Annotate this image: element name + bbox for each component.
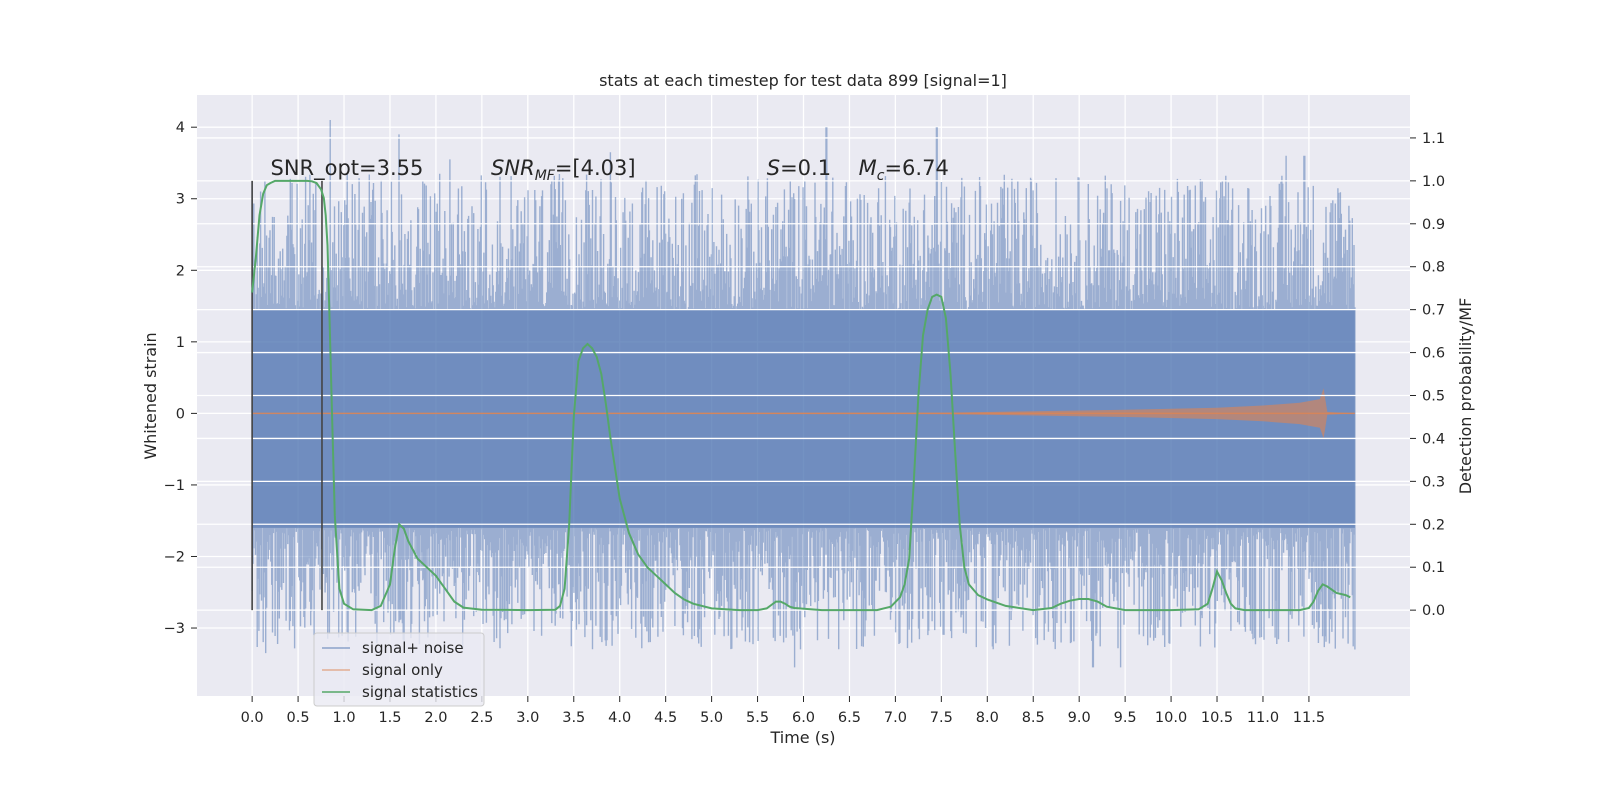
x-tick-label: 11.5	[1293, 710, 1325, 726]
legend-label-signal-noise: signal+ noise	[362, 639, 464, 657]
x-tick-label: 9.5	[1114, 710, 1137, 726]
x-tick-label: 4.5	[654, 710, 677, 726]
x-tick-label: 6.0	[792, 710, 815, 726]
x-tick-label: 0.5	[287, 710, 310, 726]
annotation-text: S=0.1	[767, 156, 831, 180]
x-tick-label: 8.0	[976, 710, 999, 726]
y-right-tick-label: 1.1	[1422, 131, 1445, 147]
legend: signal+ noise signal only signal statist…	[313, 632, 485, 707]
axis-ticks: 0.0 0.5 1.0 1.5 2.0 2.5 3.0 3.5 4.0 4.5 5.0 5.5 6.0 6…	[164, 120, 1445, 726]
x-tick-label: 4.0	[608, 710, 631, 726]
annotation-text: SNR_opt=3.55	[271, 156, 424, 181]
legend-label-signal-only: signal only	[362, 661, 443, 679]
x-tick-label: 1.0	[332, 710, 355, 726]
x-tick-label: 11.0	[1247, 710, 1279, 726]
y-right-tick-label: 0.7	[1422, 303, 1445, 319]
y-axis-label: Whitened strain	[141, 332, 160, 459]
x-tick-label: 10.5	[1201, 710, 1233, 726]
x-tick-label: 5.5	[746, 710, 769, 726]
x-tick-label: 1.5	[378, 710, 401, 726]
x-tick-label: 10.0	[1155, 710, 1187, 726]
chart-title: stats at each timestep for test data 899…	[599, 71, 1007, 90]
annotation-text: SNRMF=[4.03]	[491, 156, 636, 184]
y-right-tick-label: 0.4	[1422, 431, 1445, 447]
signal-only-series	[252, 388, 1355, 439]
y-right-tick-label: 0.3	[1422, 474, 1445, 490]
x-tick-label: 3.5	[562, 710, 585, 726]
y-right-tick-label: 0.0	[1422, 603, 1445, 619]
y-right-tick-label: 1.0	[1422, 174, 1445, 190]
y-tick-label: 1	[176, 335, 185, 351]
x-tick-label: 7.0	[884, 710, 907, 726]
y-right-tick-label: 0.2	[1422, 517, 1445, 533]
annotation-text: Mc=6.74	[859, 156, 949, 184]
y-right-tick-label: 0.1	[1422, 560, 1445, 576]
y-right-tick-label: 0.8	[1422, 260, 1445, 276]
signal-statistics-line	[251, 179, 1351, 612]
y-axis-right-label: Detection probability/MF	[1456, 298, 1475, 495]
legend-label-signal-statistics: signal statistics	[362, 683, 478, 701]
y-tick-label: −3	[164, 621, 185, 637]
x-tick-label: 3.0	[516, 710, 539, 726]
annotations: SNR_opt=3.55 SNRMF=[4.03] S=0.1 Mc=6.74	[271, 156, 949, 184]
x-axis-label: Time (s)	[769, 728, 835, 747]
y-tick-label: 0	[176, 406, 185, 422]
y-tick-label: 4	[176, 120, 185, 136]
x-tick-label: 0.0	[241, 710, 264, 726]
x-tick-label: 5.0	[700, 710, 723, 726]
y-right-tick-label: 0.5	[1422, 389, 1445, 405]
y-tick-label: 3	[176, 192, 185, 208]
y-tick-label: 2	[176, 263, 185, 279]
signal-statistics-series	[251, 179, 1351, 612]
y-right-tick-label: 0.6	[1422, 346, 1445, 362]
y-tick-label: −2	[164, 549, 185, 565]
x-tick-label: 2.5	[470, 710, 493, 726]
x-tick-label: 7.5	[930, 710, 953, 726]
legend-box	[313, 632, 485, 707]
x-tick-label: 2.0	[424, 710, 447, 726]
signal-noise-series	[251, 120, 1356, 668]
y-right-tick-label: 0.9	[1422, 217, 1445, 233]
y-tick-label: −1	[164, 478, 185, 494]
x-tick-label: 9.0	[1068, 710, 1091, 726]
x-tick-label: 6.5	[838, 710, 861, 726]
x-tick-label: 8.5	[1022, 710, 1045, 726]
